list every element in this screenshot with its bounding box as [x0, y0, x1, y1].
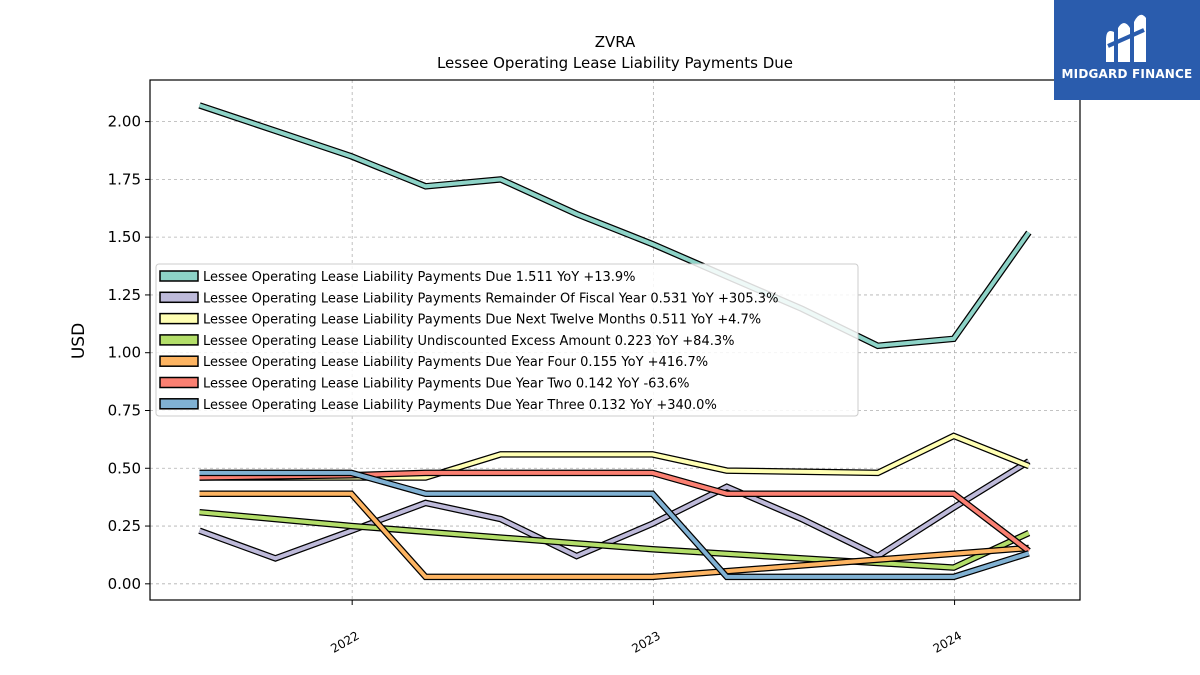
chart-title: ZVRA	[595, 33, 636, 51]
y-tick-label: 1.25	[108, 286, 141, 304]
x-tick-label: 2024	[931, 628, 964, 655]
legend-swatch-1	[159, 270, 199, 282]
legend-label-1: Lessee Operating Lease Liability Payment…	[203, 270, 636, 285]
legend-label-3: Lessee Operating Lease Liability Payment…	[203, 313, 761, 328]
x-tick-label: 2022	[328, 628, 361, 655]
legend-label-2: Lessee Operating Lease Liability Payment…	[203, 291, 778, 306]
plot-frame	[149, 79, 1081, 601]
legend-swatch-6	[159, 376, 199, 389]
series-line-7	[199, 470, 1030, 579]
legend-label-6: Lessee Operating Lease Liability Payment…	[203, 377, 689, 392]
y-tick-label: 0.25	[108, 517, 141, 535]
series-group	[198, 102, 1032, 581]
legend-swatch-2	[159, 291, 199, 304]
series-line-4	[199, 510, 1030, 570]
y-tick-label: 0.00	[108, 575, 141, 593]
y-tick-label: 2.00	[108, 113, 141, 131]
y-tick-label: 1.50	[108, 228, 141, 246]
series-line-2	[198, 459, 1030, 561]
y-tick-label: 1.00	[108, 344, 141, 362]
legend-label-4: Lessee Operating Lease Liability Undisco…	[203, 334, 734, 349]
legend-label-5: Lessee Operating Lease Liability Payment…	[203, 355, 708, 370]
series-line-1	[198, 103, 1031, 348]
brand-logo: MIDGARD FINANCE	[1054, 0, 1200, 100]
y-tick-label: 1.75	[108, 170, 141, 188]
y-tick-label: 0.75	[108, 401, 141, 419]
brand-name: MIDGARD FINANCE	[1061, 67, 1193, 81]
y-axis-label: USD	[69, 323, 89, 359]
chart-subtitle: Lessee Operating Lease Liability Payment…	[437, 54, 793, 72]
brand-mark-icon	[1106, 14, 1146, 62]
legend-swatch-5	[159, 355, 199, 367]
legend-swatch-7	[159, 398, 199, 410]
legend-swatch-4	[159, 334, 199, 346]
y-tick-label: 0.50	[108, 459, 141, 477]
legend-swatch-3	[159, 312, 199, 325]
x-tick-label: 2023	[629, 628, 662, 655]
legend: Lessee Operating Lease Liability Payment…	[155, 263, 859, 417]
legend-box	[155, 263, 859, 417]
series-line-5	[199, 491, 1029, 579]
legend-label-7: Lessee Operating Lease Liability Payment…	[203, 398, 717, 413]
